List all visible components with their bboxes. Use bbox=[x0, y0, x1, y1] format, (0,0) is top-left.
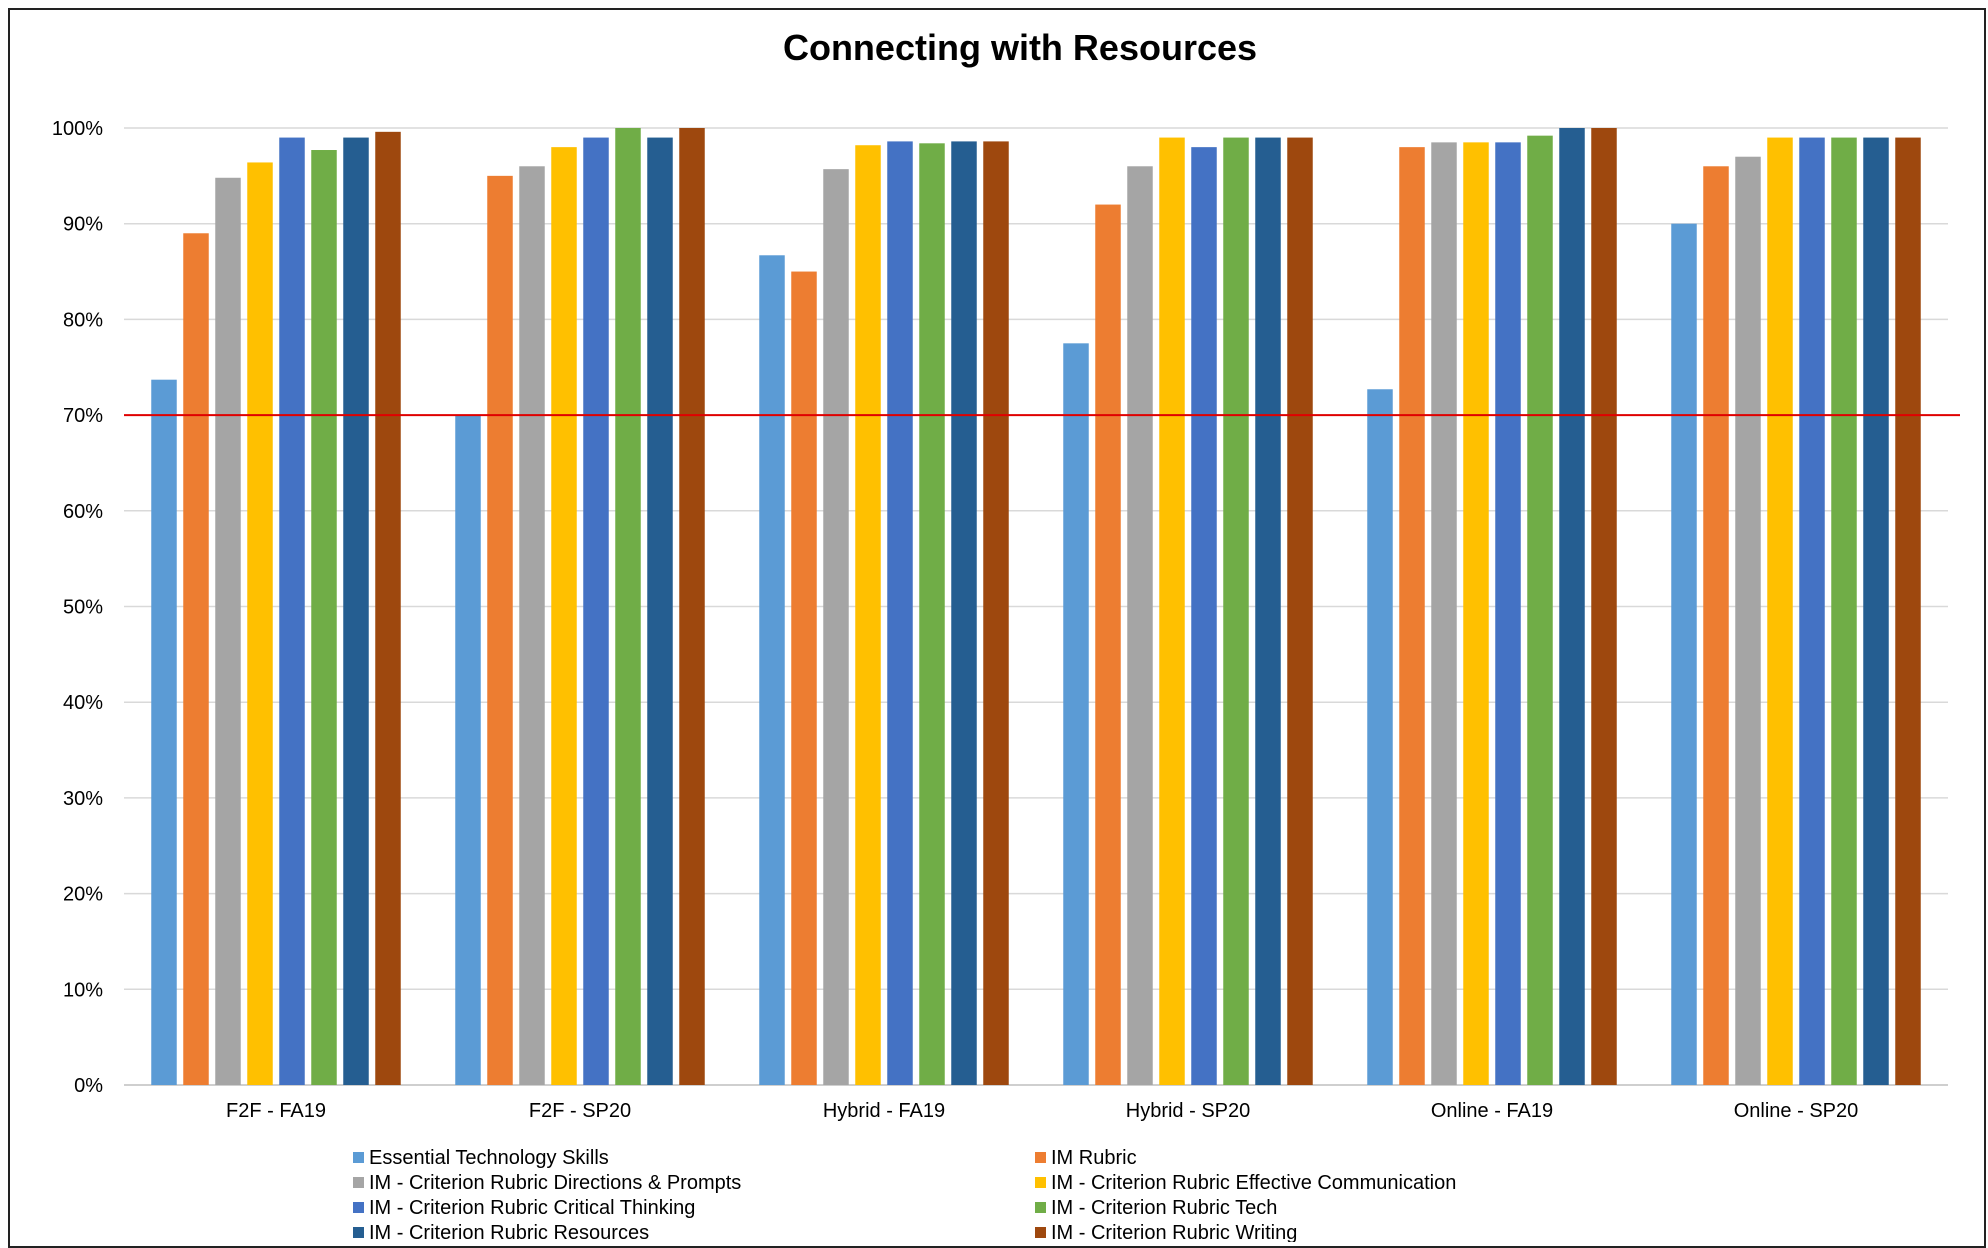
x-tick-label: Hybrid - SP20 bbox=[1126, 1100, 1251, 1122]
bar bbox=[1463, 142, 1489, 1086]
bar bbox=[647, 137, 673, 1085]
bar bbox=[1127, 166, 1153, 1085]
bar bbox=[1367, 389, 1393, 1085]
x-axis-ticks: F2F - FA19 F2F - SP20 Hybrid - FA19 Hybrid … bbox=[226, 1100, 1858, 1122]
bar bbox=[583, 137, 609, 1085]
bar bbox=[983, 141, 1009, 1085]
bar bbox=[919, 143, 945, 1085]
y-tick-label: 70% bbox=[63, 405, 103, 427]
legend-swatch bbox=[353, 1202, 364, 1213]
legend: Essential Technology Skills IM Rubric IM -… bbox=[353, 1147, 1456, 1242]
bar bbox=[1287, 137, 1313, 1085]
bar bbox=[1559, 128, 1585, 1085]
bar bbox=[519, 166, 545, 1085]
x-tick-label: F2F - SP20 bbox=[529, 1100, 631, 1122]
y-tick-label: 80% bbox=[63, 309, 103, 331]
y-tick-label: 50% bbox=[63, 597, 103, 619]
bar bbox=[887, 141, 913, 1085]
bar bbox=[311, 150, 337, 1086]
bar bbox=[487, 175, 513, 1086]
legend-swatch bbox=[353, 1177, 364, 1188]
bar bbox=[215, 177, 241, 1085]
bar bbox=[151, 379, 177, 1085]
bar bbox=[455, 415, 481, 1086]
legend-label: IM - Criterion Rubric Effective Communic… bbox=[1051, 1172, 1456, 1194]
bar bbox=[1863, 137, 1889, 1085]
bars bbox=[151, 128, 1921, 1086]
bar bbox=[855, 145, 881, 1085]
bar bbox=[615, 128, 641, 1085]
y-tick-label: 20% bbox=[63, 884, 103, 906]
bar bbox=[1063, 343, 1089, 1085]
bar bbox=[343, 137, 369, 1085]
bar bbox=[1703, 166, 1729, 1085]
bar bbox=[951, 141, 977, 1085]
bar bbox=[759, 255, 785, 1085]
x-tick-label: Online - FA19 bbox=[1431, 1100, 1553, 1122]
bar bbox=[1495, 142, 1521, 1086]
legend-label: IM - Criterion Rubric Directions & Promp… bbox=[369, 1172, 741, 1194]
legend-label: IM - Criterion Rubric Tech bbox=[1051, 1197, 1277, 1219]
bar bbox=[679, 128, 705, 1085]
bar bbox=[823, 169, 849, 1085]
legend-swatch bbox=[353, 1227, 364, 1238]
bar bbox=[1255, 137, 1281, 1085]
bar bbox=[1735, 156, 1761, 1085]
y-axis-ticks: 0% 10% 20% 30% 40% 50% 60% 70% 80% 90% 100% bbox=[52, 118, 103, 1097]
bar bbox=[1591, 128, 1617, 1085]
legend-swatch bbox=[1035, 1177, 1046, 1188]
legend-swatch bbox=[1035, 1202, 1046, 1213]
bar bbox=[279, 137, 305, 1085]
bar bbox=[183, 233, 209, 1085]
y-tick-label: 10% bbox=[63, 979, 103, 1001]
y-tick-label: 30% bbox=[63, 788, 103, 810]
legend-label: IM Rubric bbox=[1051, 1147, 1137, 1169]
bar bbox=[1831, 137, 1857, 1085]
legend-swatch bbox=[1035, 1152, 1046, 1163]
x-tick-label: F2F - FA19 bbox=[226, 1100, 326, 1122]
legend-label: IM - Criterion Rubric Resources bbox=[369, 1222, 649, 1242]
x-tick-label: Hybrid - FA19 bbox=[823, 1100, 945, 1122]
y-tick-label: 40% bbox=[63, 692, 103, 714]
bar bbox=[1799, 137, 1825, 1085]
legend-label: IM - Criterion Rubric Critical Thinking bbox=[369, 1197, 695, 1219]
gridlines bbox=[124, 127, 1948, 1086]
legend-swatch bbox=[353, 1152, 364, 1163]
bar bbox=[375, 131, 401, 1085]
bar bbox=[791, 271, 817, 1085]
bar bbox=[1159, 137, 1185, 1085]
bar bbox=[1191, 147, 1217, 1085]
bar bbox=[1767, 137, 1793, 1085]
y-tick-label: 100% bbox=[52, 118, 103, 140]
y-tick-label: 90% bbox=[63, 214, 103, 236]
bar bbox=[1431, 142, 1457, 1086]
bar bbox=[1527, 135, 1553, 1085]
bar bbox=[247, 162, 273, 1085]
bar bbox=[1399, 147, 1425, 1085]
bar bbox=[551, 147, 577, 1085]
legend-label: IM - Criterion Rubric Writing bbox=[1051, 1222, 1297, 1242]
x-tick-label: Online - SP20 bbox=[1734, 1100, 1859, 1122]
bar bbox=[1223, 137, 1249, 1085]
bar bbox=[1095, 204, 1121, 1085]
chart-title: Connecting with Resources bbox=[783, 27, 1257, 68]
bar bbox=[1671, 223, 1697, 1085]
y-tick-label: 0% bbox=[74, 1075, 103, 1097]
legend-swatch bbox=[1035, 1227, 1046, 1238]
bar bbox=[1895, 137, 1921, 1085]
legend-label: Essential Technology Skills bbox=[369, 1147, 609, 1169]
y-tick-label: 60% bbox=[63, 501, 103, 523]
